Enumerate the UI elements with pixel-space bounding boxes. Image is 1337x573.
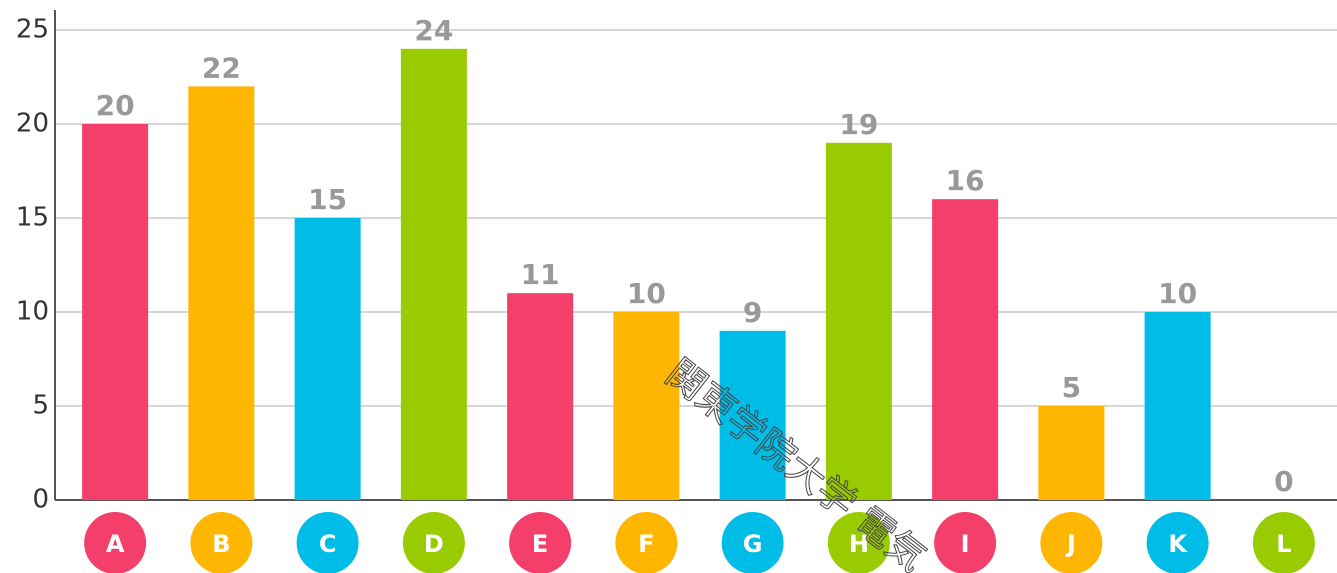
value-label: 15 (308, 183, 347, 216)
value-label: 22 (202, 51, 241, 84)
value-label: 10 (627, 277, 666, 310)
value-label: 11 (521, 258, 560, 291)
y-tick-label: 20 (16, 109, 49, 139)
category-badge (1040, 512, 1103, 573)
value-label: 0 (1274, 465, 1293, 498)
category-badge (296, 512, 359, 573)
x-tick-label: D (424, 530, 444, 558)
category-badge (84, 512, 147, 573)
y-tick-label: 5 (32, 391, 49, 421)
value-label: 5 (1062, 371, 1081, 404)
category-badge (1252, 512, 1315, 573)
category-badge (721, 512, 784, 573)
x-tick-label: C (319, 530, 337, 558)
category-badge (1146, 512, 1209, 573)
bar (294, 218, 361, 500)
value-label: 24 (414, 14, 453, 47)
bar (613, 312, 680, 500)
bar (825, 142, 892, 501)
category-badge (190, 512, 253, 573)
value-label: 19 (839, 108, 878, 141)
bar (400, 48, 467, 501)
bar (1038, 406, 1105, 500)
value-label: 20 (96, 89, 135, 122)
x-tick-label: F (638, 530, 654, 558)
value-label: 10 (1158, 277, 1197, 310)
value-label: 16 (946, 164, 985, 197)
x-tick-label: L (1276, 530, 1291, 558)
category-badge (934, 512, 997, 573)
value-label: 9 (743, 296, 762, 329)
bar (1144, 312, 1211, 500)
y-tick-label: 25 (16, 15, 49, 45)
y-tick-label: 15 (16, 203, 49, 233)
bar (932, 199, 999, 500)
bar (719, 330, 786, 500)
category-badge (615, 512, 678, 573)
y-tick-label: 0 (32, 485, 49, 515)
bar (188, 86, 255, 501)
x-tick-label: B (212, 530, 230, 558)
x-tick-label: A (106, 530, 125, 558)
x-tick-label: I (961, 530, 970, 558)
y-tick-label: 10 (16, 297, 49, 327)
category-badge (509, 512, 572, 573)
watermark: 関東学院大学 電気 (658, 351, 934, 573)
x-tick-label: H (849, 530, 869, 558)
x-tick-label: J (1065, 530, 1076, 558)
category-badge (827, 512, 890, 573)
category-badge (402, 512, 465, 573)
bar (507, 293, 574, 500)
x-tick-label: E (532, 530, 548, 558)
bar (82, 124, 149, 500)
x-tick-label: K (1168, 530, 1188, 558)
x-tick-label: G (743, 530, 763, 558)
